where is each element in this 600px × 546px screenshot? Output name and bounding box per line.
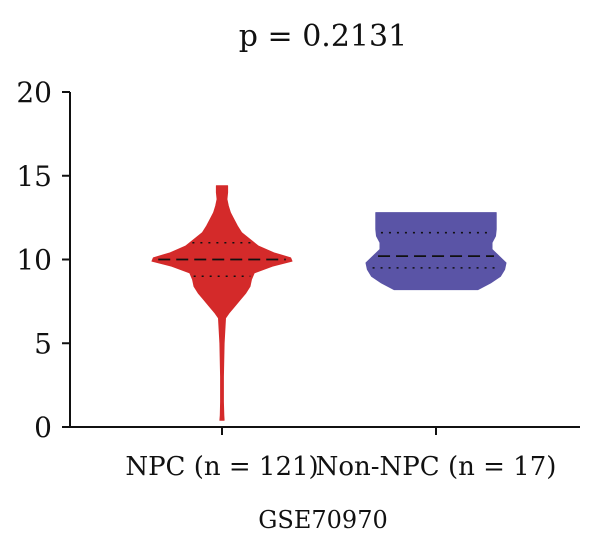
x-axis-title: GSE70970 [258,506,387,534]
y-tick-label: 5 [34,327,52,360]
y-tick-label: 0 [34,411,52,444]
violin-body [365,212,507,291]
y-tick-label: 10 [16,244,52,277]
plot-area [151,185,507,421]
x-category-label: Non-NPC (n = 17) [316,452,557,482]
violin-body [151,185,293,421]
y-tick-label: 15 [16,160,52,193]
y-tick-label: 20 [16,76,52,109]
x-axis-ticks: NPC (n = 121)Non-NPC (n = 17) [125,427,556,482]
x-category-label: NPC (n = 121) [125,452,318,482]
chart-title: p = 0.2131 [239,19,407,54]
y-axis-ticks: 0 5 10 15 20 [16,76,70,444]
